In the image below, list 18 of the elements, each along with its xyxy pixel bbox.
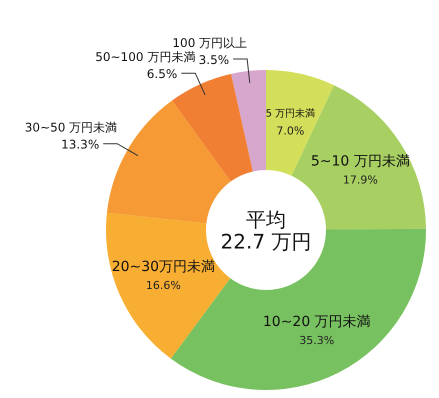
text: 平均 [246, 207, 286, 232]
data-label: 16.6% [146, 278, 181, 292]
donut-slice [231, 70, 266, 172]
slice-label: 20~30万円未満 [112, 258, 216, 275]
slice-label: 30~50 万円未満 [24, 120, 118, 135]
slice-label: 50~100 万円未満 [95, 50, 196, 64]
slice-label: 10~20 万円未満 [262, 314, 371, 330]
slice-label: 5 万円未満 [266, 108, 316, 120]
data-label: 3.5% [198, 53, 230, 68]
data-label: 17.9% [342, 174, 378, 187]
donut-slice [106, 100, 231, 224]
data-label: 6.5% [146, 67, 178, 82]
data-label: 13.3% [61, 138, 100, 152]
data-label: 35.3% [299, 334, 334, 347]
slice-label: 5~10 万円未満 [310, 154, 410, 170]
slice-label: 100 万円以上 [172, 36, 248, 50]
text: 22.7 万円 [220, 229, 312, 254]
data-label: 7.0% [276, 124, 304, 138]
